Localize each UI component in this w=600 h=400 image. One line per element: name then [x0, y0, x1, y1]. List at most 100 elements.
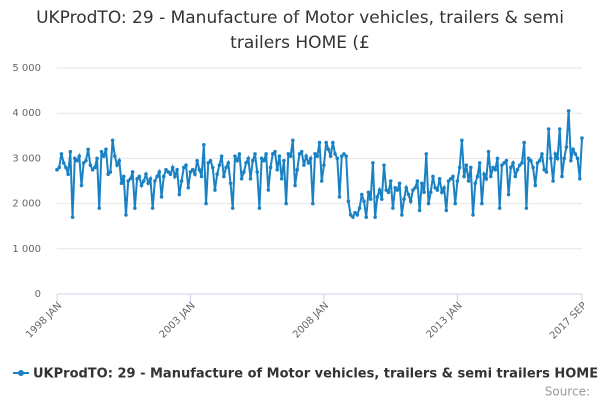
y-tick-label: 2 000: [12, 199, 41, 210]
point: [106, 172, 110, 177]
point: [237, 152, 242, 156]
point: [504, 158, 509, 163]
point: [460, 138, 464, 143]
point: [130, 170, 135, 174]
point: [253, 152, 257, 156]
point: [544, 170, 549, 174]
point: [431, 174, 435, 179]
point: [397, 181, 402, 186]
point: [288, 154, 293, 158]
point: [286, 152, 291, 156]
point: [540, 152, 544, 156]
point: [535, 161, 540, 165]
point: [242, 170, 246, 174]
point: [55, 167, 59, 172]
point: [168, 172, 173, 177]
point: [164, 167, 168, 172]
point: [150, 206, 155, 210]
point: [70, 215, 75, 219]
point: [529, 158, 533, 163]
point: [417, 208, 422, 213]
point: [230, 206, 235, 210]
point: [571, 147, 575, 152]
point: [513, 174, 518, 179]
point: [255, 170, 260, 174]
point: [557, 127, 562, 131]
point: [179, 179, 184, 183]
point: [542, 167, 546, 172]
point: [291, 138, 295, 143]
point: [282, 158, 286, 163]
point: [546, 127, 551, 131]
point: [391, 206, 395, 210]
point: [195, 158, 199, 163]
legend-marker: [18, 370, 24, 376]
point: [215, 172, 219, 177]
point: [324, 140, 328, 145]
point: [202, 143, 206, 147]
point: [444, 208, 449, 213]
point: [486, 149, 491, 154]
x-tick-label: 2017 SEP: [548, 300, 589, 341]
point: [224, 165, 228, 170]
point: [135, 176, 139, 181]
point: [331, 140, 335, 145]
point: [359, 192, 364, 197]
point: [90, 167, 95, 172]
point: [333, 152, 337, 156]
point: [344, 154, 348, 158]
point: [384, 188, 389, 192]
point: [115, 163, 119, 167]
point: [104, 147, 108, 152]
point: [279, 176, 284, 181]
point: [146, 181, 151, 186]
point: [377, 188, 382, 192]
point: [306, 161, 311, 165]
point: [335, 156, 340, 161]
point: [68, 149, 73, 154]
point: [159, 195, 164, 199]
point: [208, 158, 213, 163]
point: [266, 188, 271, 192]
point: [555, 156, 560, 161]
point: [137, 174, 142, 179]
point: [108, 170, 113, 174]
point: [355, 213, 360, 217]
point: [491, 165, 495, 170]
point: [99, 149, 104, 154]
point: [573, 152, 578, 156]
point: [448, 176, 453, 181]
point: [79, 183, 84, 188]
point: [235, 158, 239, 163]
point: [451, 174, 455, 179]
point: [435, 188, 440, 192]
point: [371, 161, 375, 165]
point: [533, 183, 538, 188]
point: [408, 199, 413, 204]
point: [500, 163, 504, 167]
point: [57, 165, 62, 170]
point: [549, 156, 553, 161]
point: [239, 176, 244, 181]
point: [471, 213, 475, 217]
point: [524, 206, 529, 210]
point: [270, 152, 275, 156]
point: [161, 174, 166, 179]
point: [64, 165, 68, 170]
x-tick-label: 2003 JAN: [158, 300, 198, 340]
point: [386, 190, 391, 195]
point: [411, 188, 415, 192]
point: [193, 172, 197, 177]
point: [531, 165, 535, 170]
x-tick-label: 2008 JAN: [291, 300, 331, 340]
point: [415, 179, 420, 183]
point: [577, 176, 582, 181]
point: [268, 165, 273, 170]
point: [155, 174, 159, 179]
point: [517, 163, 522, 167]
point: [488, 174, 493, 179]
point: [315, 154, 320, 158]
point: [473, 181, 478, 186]
point: [404, 185, 409, 190]
